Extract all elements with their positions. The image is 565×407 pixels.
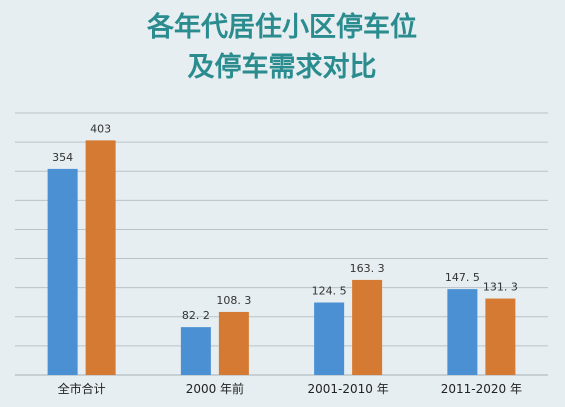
- bars: [47, 140, 516, 375]
- value-label-series-2-1: 403: [90, 122, 111, 135]
- bar-series-2-2: [218, 311, 249, 375]
- bar-series-1-3: [314, 302, 345, 375]
- value-label-series-1-1: 354: [52, 151, 73, 164]
- chart-title-line-2: 及停车需求对比: [188, 51, 377, 83]
- value-label-series-2-4: 131. 3: [483, 281, 518, 294]
- bar-series-1-4: [447, 289, 478, 375]
- chart-title-line-1: 各年代居住小区停车位: [146, 11, 417, 43]
- value-label-series-2-3: 163. 3: [350, 262, 385, 275]
- bar-series-2-4: [485, 298, 516, 375]
- value-label-series-1-3: 124. 5: [312, 285, 347, 298]
- category-label-3: 2001-2010 年: [308, 382, 389, 396]
- value-labels: 354 82. 2 124. 5 147. 5 403 108. 3 163. 3 131. …: [52, 122, 518, 322]
- category-label-1: 全市合计: [58, 381, 106, 396]
- category-labels: 全市合计 2000 年前 2001-2010 年 2011-2020 年: [58, 381, 522, 396]
- bar-series-1-2: [180, 327, 211, 375]
- value-label-series-1-2: 82. 2: [182, 309, 210, 322]
- value-label-series-1-4: 147. 5: [445, 271, 480, 284]
- bar-series-2-3: [352, 279, 383, 375]
- value-label-series-2-2: 108. 3: [216, 294, 251, 307]
- category-label-2: 2000 年前: [186, 381, 244, 396]
- category-label-4: 2011-2020 年: [441, 382, 522, 396]
- bar-series-1-1: [47, 168, 78, 375]
- bar-series-2-1: [85, 140, 116, 375]
